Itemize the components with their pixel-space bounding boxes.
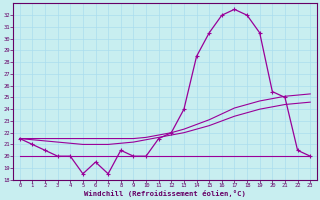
X-axis label: Windchill (Refroidissement éolien,°C): Windchill (Refroidissement éolien,°C) bbox=[84, 190, 246, 197]
